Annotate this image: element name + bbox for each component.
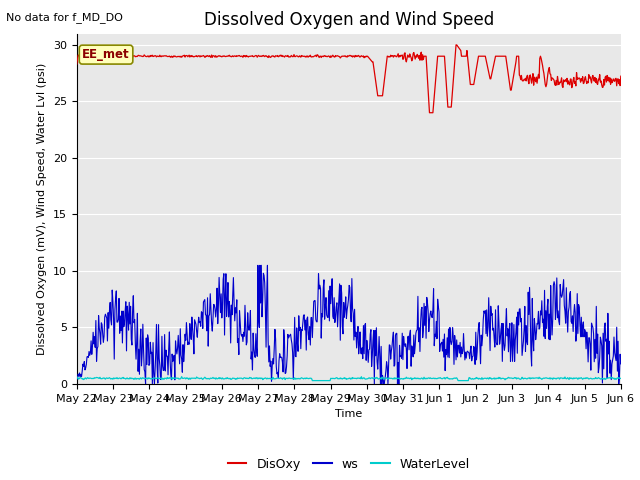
Title: Dissolved Oxygen and Wind Speed: Dissolved Oxygen and Wind Speed bbox=[204, 11, 494, 29]
Text: EE_met: EE_met bbox=[82, 48, 130, 61]
Y-axis label: Dissolved Oxygen (mV), Wind Speed, Water Lvl (psi): Dissolved Oxygen (mV), Wind Speed, Water… bbox=[37, 63, 47, 355]
Text: No data for f_MD_DO: No data for f_MD_DO bbox=[6, 12, 124, 23]
X-axis label: Time: Time bbox=[335, 409, 362, 419]
Legend: DisOxy, ws, WaterLevel: DisOxy, ws, WaterLevel bbox=[223, 453, 475, 476]
